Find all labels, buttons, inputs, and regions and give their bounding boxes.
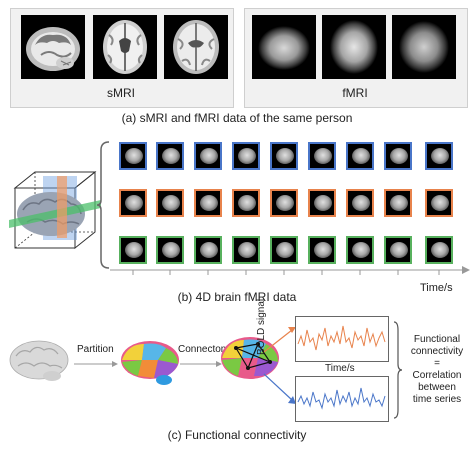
bold-signal-label: BOLD signal [256,298,267,355]
parcellated-brain-icon [121,341,179,385]
fmri-frame [346,236,374,264]
fmri-frame [156,142,184,170]
fmri-frame [119,189,147,217]
fmri-frame [232,236,260,264]
fmri-frame [232,142,260,170]
blue-time-series-plot [295,376,389,422]
fmri-frame [232,189,260,217]
connectome-brain-icon [221,337,279,379]
fmri-frame [308,189,336,217]
caption-c: (c) Functional connectivity [167,428,307,442]
orange-time-series-plot [295,316,389,362]
smri-axial-image-2 [164,15,228,79]
fmri-frame [156,189,184,217]
brace [393,321,402,419]
partition-label: Partition [77,344,114,355]
time-axis [110,266,470,275]
time-label-plot: Time/s [325,363,355,374]
brain-volume-cube-icon [9,170,101,250]
fmri-frame [308,236,336,264]
fc-definition: Functional connectivity = Correlation be… [402,334,472,406]
connector-arrows [263,327,296,404]
fmri-label: fMRI [342,86,368,100]
fmri-frame [119,236,147,264]
fmri-frame [425,189,453,217]
fc-line-2: connectivity [410,346,464,357]
fc-line-6: time series [412,394,462,405]
fmri-frame [384,189,412,217]
fmri-frame [425,236,453,264]
fmri-frame [270,142,298,170]
fmri-frame [308,142,336,170]
fmri-frame [384,142,412,170]
fmri-frame [425,142,453,170]
fmri-frame [119,142,147,170]
caption-a: (a) sMRI and fMRI data of the same perso… [121,111,353,125]
arrow-right-icon [74,361,118,367]
fmri-image-1 [252,15,316,79]
time-axis-label: Time/s [420,282,453,294]
fmri-frame [194,236,222,264]
brain-icon [9,340,69,381]
fmri-image-2 [322,15,386,79]
connectome-label: Connectome [178,344,235,355]
fmri-frame [346,189,374,217]
fmri-frame [194,142,222,170]
fc-line-4: Correlation [412,370,462,381]
smri-label: sMRI [107,86,135,100]
smri-sagittal-image [21,15,85,79]
fmri-frame [194,189,222,217]
fmri-frame [270,189,298,217]
fmri-image-3 [392,15,456,79]
fmri-frame [270,236,298,264]
smri-axial-image-1 [93,15,157,79]
caption-b: (b) 4D brain fMRI data [177,290,297,304]
arrow-right-icon [180,361,222,367]
sequence-bracket [97,141,110,269]
fc-line-1: Functional [413,334,461,345]
fmri-frame [384,236,412,264]
fc-line-5: between [418,382,456,393]
fmri-frame [346,142,374,170]
fmri-frame [156,236,184,264]
fc-line-3: = [434,358,440,369]
